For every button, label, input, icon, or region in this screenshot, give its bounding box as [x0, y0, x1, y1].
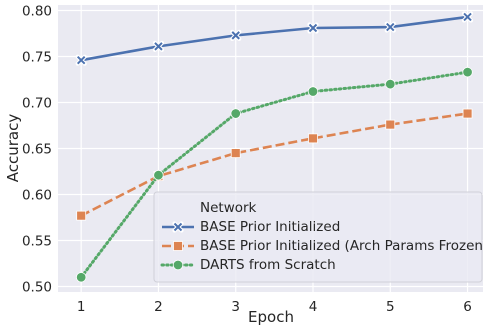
marker-stroke [154, 42, 163, 51]
y-tick-label: 0.50 [22, 279, 52, 295]
data-point [152, 40, 165, 52]
legend-marker [172, 259, 184, 271]
x-tick-label: 5 [386, 299, 395, 315]
data-point [461, 11, 474, 23]
marker-stroke [231, 31, 240, 40]
data-point [230, 108, 241, 119]
y-tick-label: 0.60 [22, 187, 52, 203]
y-tick-label: 0.75 [22, 50, 52, 66]
legend-label: BASE Prior Initialized (Arch Params Froz… [200, 238, 483, 254]
data-point [307, 22, 319, 34]
x-tick-label: 2 [154, 299, 163, 315]
data-point [75, 272, 87, 283]
data-point [230, 29, 242, 41]
data-point [76, 210, 87, 221]
series-1 [75, 11, 474, 66]
marker-stroke [463, 12, 472, 22]
marker-stroke [308, 23, 318, 33]
series-3 [75, 66, 473, 283]
legend-label: DARTS from Scratch [200, 257, 336, 273]
series-line [80, 112, 468, 217]
legend-marker [173, 241, 183, 251]
legend-entries: BASE Prior Initialized BASE Prior Initial… [160, 219, 483, 273]
marker-stroke [76, 55, 86, 65]
legend-entry: BASE Prior Initialized (Arch Params Froz… [162, 238, 483, 254]
legend-entry: BASE Prior Initialized [162, 219, 340, 235]
x-tick-label: 3 [231, 299, 240, 315]
data-point [75, 54, 87, 66]
x-axis-label: Epoch [248, 308, 294, 326]
x-tick-label: 1 [77, 299, 86, 315]
legend-entry: DARTS from Scratch [160, 257, 336, 273]
series-line [79, 70, 470, 279]
series-line [80, 15, 468, 62]
data-point [307, 86, 319, 97]
data-point [384, 21, 396, 33]
legend-label: BASE Prior Initialized [200, 219, 340, 235]
tick-labels: 1 2 3 4 5 6 0.50 0.55 0.60 0.65 0.70 0.75 0.80 [22, 4, 472, 315]
data-point [230, 148, 241, 158]
y-tick-label: 0.80 [22, 4, 52, 20]
data-point [462, 66, 473, 78]
y-tick-label: 0.70 [22, 96, 52, 112]
data-point [385, 119, 396, 130]
y-tick-label: 0.65 [22, 142, 52, 158]
x-tick-label: 6 [463, 299, 472, 315]
marker-stroke [386, 22, 395, 32]
y-tick-label: 0.55 [22, 233, 52, 249]
x-tick-label: 4 [309, 299, 318, 315]
data-point [462, 108, 473, 119]
marker-stroke [173, 222, 183, 232]
legend-box [153, 191, 483, 283]
data-point [385, 78, 396, 90]
legend-marker [172, 221, 184, 233]
data-point [153, 169, 164, 181]
data-point [308, 133, 318, 144]
series-layer [75, 11, 474, 283]
legend-title: Network [200, 200, 257, 216]
y-axis-label: Accuracy [4, 114, 22, 183]
